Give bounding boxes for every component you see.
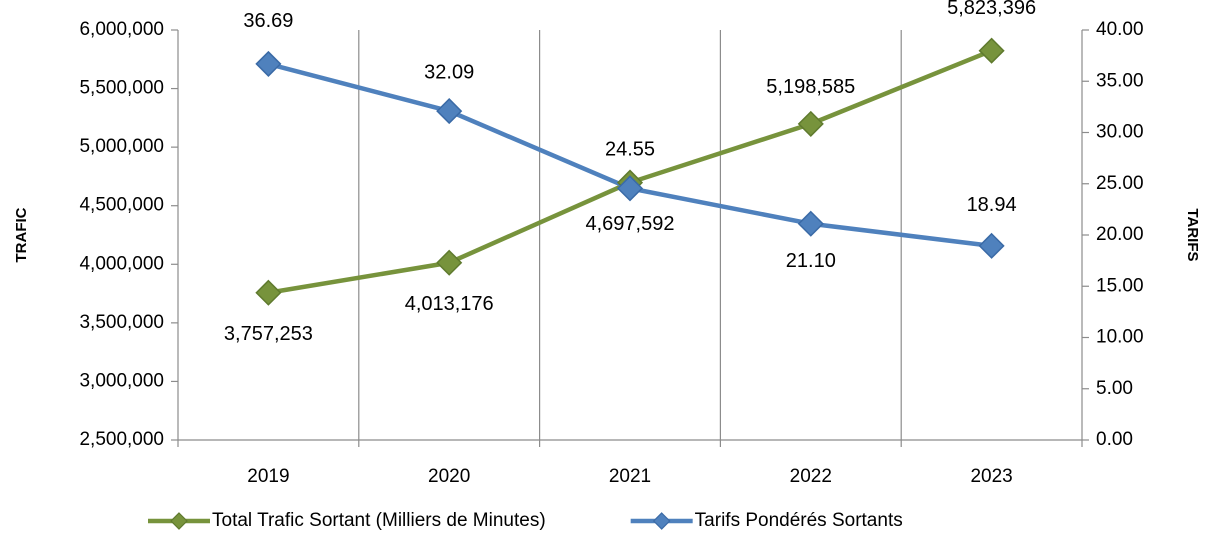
y2-tick-label: 5.00 — [1096, 378, 1133, 399]
y2-tick-label: 30.00 — [1096, 122, 1144, 143]
point-marker — [255, 50, 282, 77]
x-tick-label: 2019 — [247, 466, 289, 487]
y-tick-label: 4,000,000 — [79, 253, 164, 274]
data-label: 4,697,592 — [586, 213, 675, 235]
point-marker — [616, 175, 644, 202]
data-label: 18.94 — [967, 194, 1017, 216]
y-tick-label: 5,500,000 — [79, 78, 164, 99]
x-tick-label: 2022 — [790, 466, 832, 487]
legend-label: Tarifs Pondérés Sortants — [695, 510, 903, 531]
y-tick-label: 3,000,000 — [79, 370, 164, 391]
point-marker — [797, 110, 824, 137]
point-marker — [978, 232, 1005, 259]
point-marker — [978, 37, 1005, 64]
legend-marker — [652, 512, 671, 530]
y2-tick-label: 20.00 — [1096, 224, 1144, 245]
y2-tick-label: 10.00 — [1096, 327, 1144, 348]
point-marker — [255, 279, 282, 306]
y-tick-label: 4,500,000 — [79, 195, 164, 216]
data-label: 5,823,396 — [947, 0, 1036, 19]
data-label: 24.55 — [605, 139, 655, 161]
y2-tick-label: 15.00 — [1096, 275, 1144, 296]
y2-axis-title: TARIFS — [1184, 208, 1201, 261]
data-label: 3,757,253 — [224, 323, 313, 345]
data-label: 32.09 — [424, 61, 474, 83]
data-label: 36.69 — [243, 10, 293, 32]
y-tick-label: 2,500,000 — [79, 429, 164, 450]
y-tick-label: 6,000,000 — [79, 19, 164, 40]
y2-tick-label: 40.00 — [1096, 19, 1144, 40]
data-label: 4,013,176 — [405, 293, 494, 315]
x-tick-label: 2023 — [970, 466, 1012, 487]
y2-tick-label: 25.00 — [1096, 173, 1144, 194]
x-tick-label: 2020 — [428, 466, 470, 487]
y-axis-title: TRAFIC — [13, 207, 30, 262]
point-marker — [436, 249, 463, 276]
y-tick-label: 5,000,000 — [79, 136, 164, 157]
legend-label: Total Trafic Sortant (Milliers de Minute… — [212, 510, 546, 531]
y2-tick-label: 35.00 — [1096, 70, 1144, 91]
point-marker — [797, 210, 824, 237]
data-label: 5,198,585 — [766, 76, 855, 98]
y-tick-label: 3,500,000 — [79, 312, 164, 333]
y2-tick-label: 0.00 — [1096, 429, 1133, 450]
data-label: 21.10 — [786, 250, 836, 272]
point-marker — [436, 98, 463, 125]
legend-marker — [170, 512, 188, 530]
x-tick-label: 2021 — [609, 466, 651, 487]
